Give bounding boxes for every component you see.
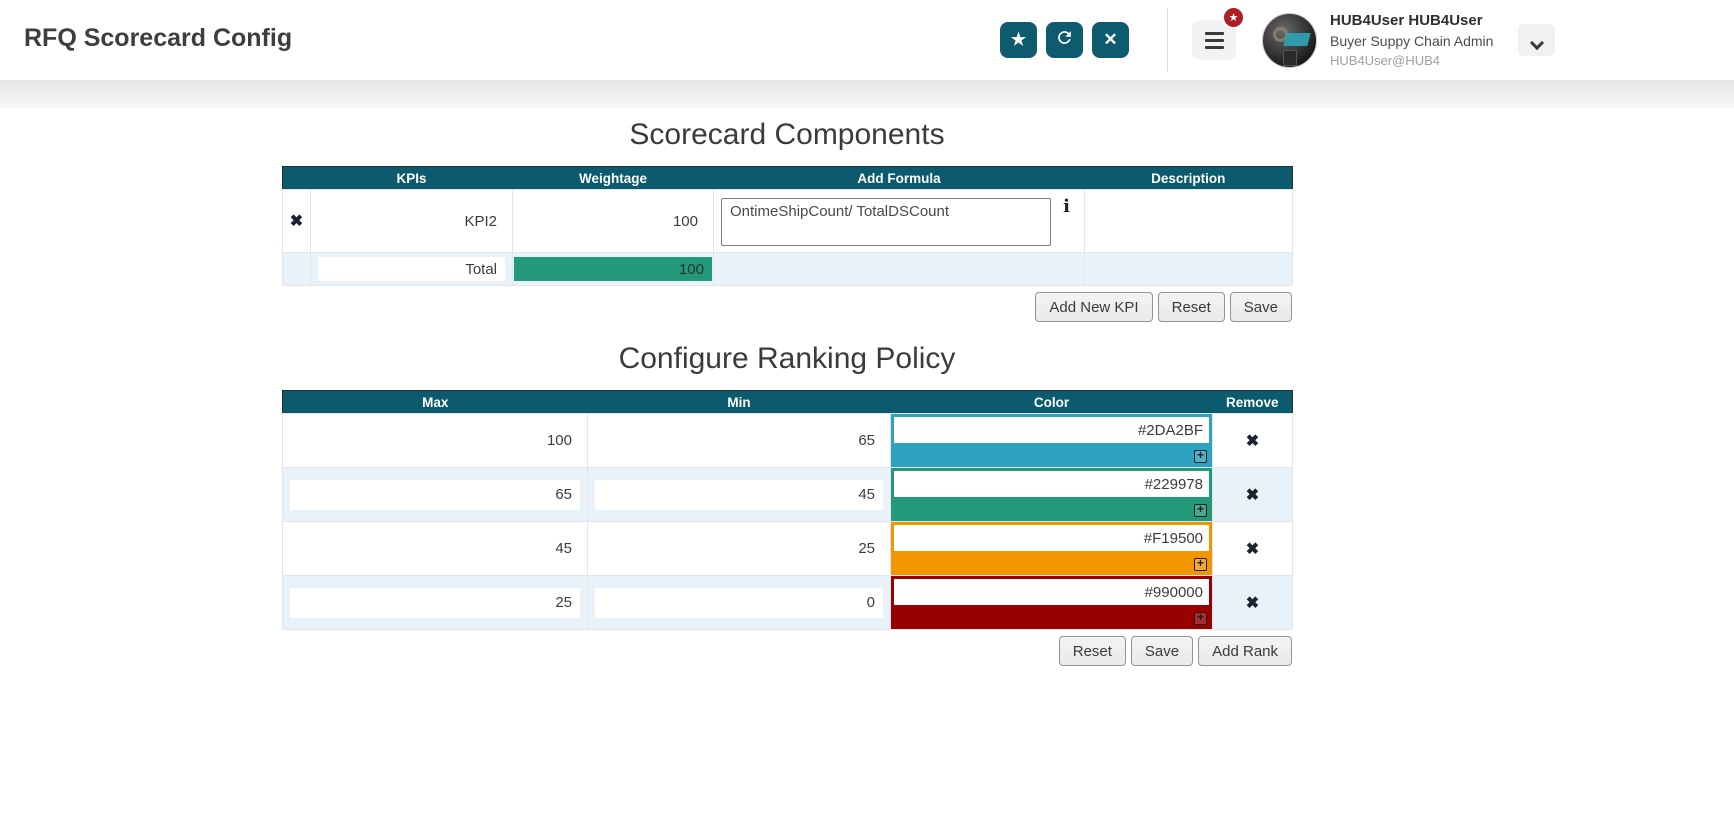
ranking-reset-button[interactable]: Reset	[1058, 636, 1126, 666]
header-divider	[1167, 8, 1168, 72]
kpi-table-row: ✖ OntimeShipCount/ TotalDSCount i	[282, 189, 1293, 253]
ranking-buttons: Reset Save Add Rank	[282, 636, 1292, 666]
refresh-button[interactable]	[1046, 22, 1083, 58]
close-button[interactable]: ✕	[1092, 22, 1129, 58]
page-title: RFQ Scorecard Config	[24, 24, 293, 52]
ranking-section-title: Configure Ranking Policy	[618, 342, 956, 375]
rank-color-swatch	[891, 468, 1212, 521]
user-role: Buyer Suppy Chain Admin	[1330, 33, 1494, 49]
rank-row: ✖	[282, 467, 1293, 522]
column-header-description: Description	[1151, 170, 1226, 186]
badge-star-icon: ★	[1228, 12, 1239, 24]
rank-color-hex-input[interactable]	[894, 525, 1209, 551]
ranking-save-button[interactable]: Save	[1130, 636, 1194, 666]
rank-row: ✖	[282, 575, 1293, 630]
rank-max-input[interactable]	[290, 425, 580, 456]
main-content: Scorecard Components KPIs Weightage Add …	[282, 110, 1293, 666]
kpi-weightage-input[interactable]	[520, 206, 706, 236]
favorite-button[interactable]: ★	[1000, 22, 1037, 58]
rank-min-input[interactable]	[595, 479, 883, 510]
user-info: HUB4User HUB4User Buyer Suppy Chain Admi…	[1330, 12, 1493, 70]
column-header-weightage: Weightage	[578, 170, 647, 186]
kpi-name-input[interactable]	[318, 206, 505, 236]
rank-min-input[interactable]	[595, 425, 883, 456]
color-picker-button[interactable]	[1194, 556, 1207, 571]
rank-color-hex-input[interactable]	[894, 579, 1209, 605]
rank-color-hex-input[interactable]	[894, 417, 1209, 443]
rank-color-swatch	[891, 414, 1212, 467]
rank-color-swatch	[891, 576, 1212, 629]
user-name: HUB4User HUB4User	[1330, 12, 1483, 29]
notification-badge: ★	[1222, 6, 1245, 29]
scorecard-table: KPIs Weightage Add Formula Description ✖…	[282, 166, 1293, 286]
kpi-description-cell	[1084, 189, 1293, 253]
info-icon[interactable]: i	[1063, 196, 1070, 217]
rank-min-input[interactable]	[595, 533, 883, 564]
user-org: HUB4User@HUB4	[1330, 53, 1440, 68]
scorecard-section-title: Scorecard Components	[629, 118, 945, 151]
user-menu-dropdown-button[interactable]	[1518, 24, 1555, 56]
total-weightage-bar: 100	[514, 257, 712, 281]
rank-max-input[interactable]	[290, 479, 580, 510]
rank-row: ✖	[282, 521, 1293, 576]
subheader-band	[0, 80, 1734, 108]
color-picker-button[interactable]	[1194, 502, 1207, 517]
top-header-bar: RFQ Scorecard Config ★ ✕ ★ HUB4User HUB4…	[0, 0, 1734, 80]
color-picker-button[interactable]	[1194, 448, 1207, 463]
scorecard-save-button[interactable]: Save	[1229, 292, 1292, 322]
rank-max-input[interactable]	[290, 587, 580, 618]
remove-rank-button[interactable]: ✖	[1245, 486, 1260, 504]
rank-color-hex-input[interactable]	[894, 471, 1209, 497]
rank-row: ✖	[282, 413, 1293, 468]
column-header-max: Max	[422, 394, 449, 410]
remove-rank-button[interactable]: ✖	[1245, 594, 1260, 612]
scorecard-reset-button[interactable]: Reset	[1157, 292, 1225, 322]
color-picker-button[interactable]	[1194, 610, 1207, 625]
total-row: 100	[282, 252, 1293, 286]
add-rank-button[interactable]: Add Rank	[1198, 636, 1292, 666]
ranking-table: Max Min Color Remove ✖	[282, 390, 1293, 630]
chevron-down-icon	[1529, 35, 1544, 51]
column-header-kpis: KPIs	[396, 170, 427, 186]
total-label	[318, 257, 505, 281]
add-new-kpi-button[interactable]: Add New KPI	[1035, 292, 1153, 322]
close-icon: ✕	[1103, 30, 1118, 49]
column-header-delete	[283, 167, 311, 190]
remove-rank-button[interactable]: ✖	[1245, 540, 1260, 558]
hamburger-icon	[1204, 31, 1224, 35]
scorecard-buttons: Add New KPI Reset Save	[282, 292, 1292, 322]
column-header-remove: Remove	[1225, 394, 1279, 410]
user-avatar[interactable]	[1262, 13, 1317, 68]
star-icon: ★	[1010, 30, 1027, 49]
rank-min-input[interactable]	[595, 587, 883, 618]
header-action-buttons: ★ ✕	[1000, 22, 1129, 58]
remove-rank-button[interactable]: ✖	[1245, 432, 1260, 450]
rank-max-input[interactable]	[290, 533, 580, 564]
total-weightage-value: 100	[678, 260, 704, 278]
column-header-add-formula: Add Formula	[857, 170, 941, 186]
rank-color-swatch	[891, 522, 1212, 575]
delete-kpi-button[interactable]: ✖	[289, 213, 304, 230]
column-header-min: Min	[727, 394, 751, 410]
column-header-color: Color	[1033, 394, 1070, 410]
refresh-icon	[1055, 28, 1074, 52]
formula-input[interactable]: OntimeShipCount/ TotalDSCount	[721, 198, 1051, 246]
